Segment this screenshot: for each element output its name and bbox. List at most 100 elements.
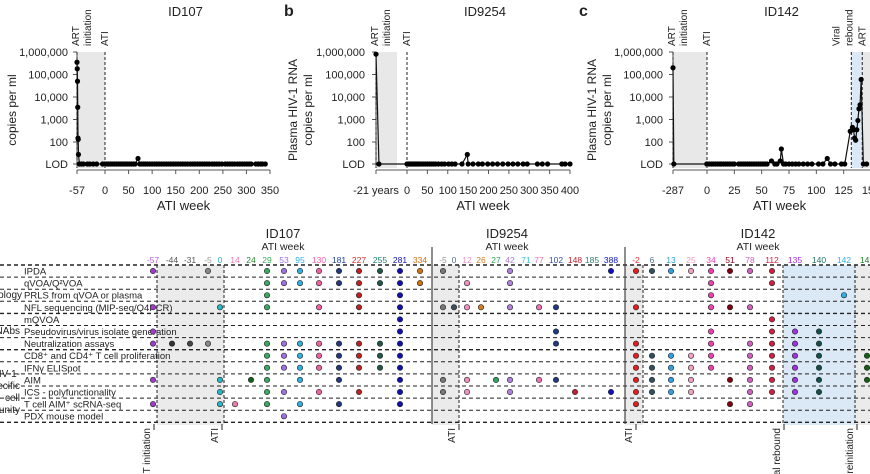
- pre-ati-shading: [77, 52, 105, 168]
- row-label: PRLS from qVOA or plasma: [24, 291, 143, 302]
- sample-dot: [296, 267, 303, 274]
- data-point: [855, 117, 861, 124]
- sample-dot: [335, 340, 342, 347]
- row-label: NFL sequencing (MIP-seq/Q4PCR): [24, 303, 173, 314]
- x-tick-label: 25: [728, 185, 740, 197]
- data-point: [470, 161, 476, 167]
- timeline-event-label: ATI: [210, 428, 221, 443]
- sample-dot: [492, 376, 499, 383]
- sample-dot: [355, 292, 362, 299]
- week-header: -5: [439, 255, 447, 265]
- x-tick-label: 50: [421, 185, 433, 197]
- group-label: cell: [5, 393, 20, 404]
- week-header: 227: [352, 255, 366, 265]
- sample-dot: [150, 328, 157, 335]
- sample-dot: [768, 364, 775, 371]
- sample-dot: [396, 292, 403, 299]
- sample-dot: [396, 352, 403, 359]
- week-header: 25: [686, 255, 696, 265]
- sample-dot: [746, 352, 753, 359]
- data-point: [778, 146, 784, 152]
- sample-dot: [280, 364, 287, 371]
- annotation-art: ART: [667, 26, 678, 46]
- week-header: 71: [521, 255, 531, 265]
- patient-subtitle: ATI week: [737, 241, 781, 253]
- y-tick-label: 1,000: [635, 115, 663, 127]
- sample-dot: [280, 267, 287, 274]
- x-tick-label: 0: [404, 185, 410, 197]
- data-point: [853, 137, 859, 143]
- x-tick-label: 200: [190, 185, 208, 197]
- sample-dot: [632, 401, 639, 408]
- row-label: ICS - polyfunctionality: [24, 388, 116, 399]
- data-point: [74, 78, 81, 84]
- sample-dot: [815, 364, 822, 371]
- y-axis-label: copies per ml: [5, 74, 19, 145]
- week-header: -5: [204, 255, 212, 265]
- week-header: 181: [332, 255, 346, 265]
- panel-label: b: [284, 3, 294, 20]
- sample-dot: [296, 352, 303, 359]
- data-point: [670, 65, 676, 71]
- sample-dot: [396, 401, 403, 408]
- sample-dot: [535, 376, 542, 383]
- annotation-initiation: initiation: [382, 9, 393, 46]
- sample-dot: [463, 280, 470, 287]
- sample-dot: [169, 340, 176, 347]
- sample-dot: [263, 280, 270, 287]
- sample-dot: [746, 401, 753, 408]
- sample-dot: [687, 364, 694, 371]
- annotation-initiation: initiation: [679, 9, 690, 46]
- week-header: 51: [725, 255, 735, 265]
- sample-dot: [217, 376, 224, 383]
- x-tick-label-pre: -57: [69, 185, 85, 197]
- data-point: [75, 104, 81, 110]
- data-point: [494, 161, 501, 167]
- week-header: 148: [568, 255, 582, 265]
- y-tick-label: 100: [50, 137, 68, 149]
- week-header: 27: [491, 255, 501, 265]
- week-header: 140: [812, 255, 826, 265]
- sample-dot: [335, 401, 342, 408]
- sample-dot: [768, 388, 775, 395]
- sample-dot: [376, 280, 383, 287]
- sample-dot: [205, 340, 212, 347]
- annotation-art: ART: [71, 26, 82, 46]
- chart-title: ID9254: [464, 4, 506, 19]
- sample-dot: [726, 376, 733, 383]
- sample-dot: [217, 304, 224, 311]
- week-header: 95: [295, 255, 305, 265]
- sample-dot: [667, 388, 674, 395]
- y-tick-label: 10,000: [331, 92, 365, 104]
- data-point: [854, 127, 860, 133]
- data-point: [524, 161, 530, 167]
- annotation-rebound: rebound: [844, 9, 855, 46]
- sample-dot: [552, 304, 559, 311]
- row-label: IFNγ ELISpot: [24, 363, 81, 374]
- sample-dot: [477, 304, 484, 311]
- sample-dot: [263, 388, 270, 395]
- patient-title: ID142: [741, 226, 776, 241]
- sample-dot: [376, 267, 383, 274]
- group-label: munity: [0, 405, 20, 416]
- sample-dot: [768, 316, 775, 323]
- sample-dot: [632, 340, 639, 347]
- sample-dot: [506, 267, 513, 274]
- week-header: 185: [585, 255, 599, 265]
- x-tick-label: 400: [561, 185, 579, 197]
- sample-dot: [315, 364, 322, 371]
- sample-dot: [463, 304, 470, 311]
- sample-dot: [376, 364, 383, 371]
- sample-dot: [439, 376, 446, 383]
- sample-dot: [535, 304, 542, 311]
- y-axis-label: copies per ml: [301, 74, 315, 145]
- sample-dot: [280, 413, 287, 420]
- sample-dot: [707, 352, 714, 359]
- sample-dot: [396, 340, 403, 347]
- sample-dot: [687, 388, 694, 395]
- data-point: [464, 151, 470, 158]
- sample-dot: [815, 328, 822, 335]
- pre-ati-shading: [376, 52, 397, 168]
- sample-dot: [150, 304, 157, 311]
- sample-dot: [607, 267, 614, 274]
